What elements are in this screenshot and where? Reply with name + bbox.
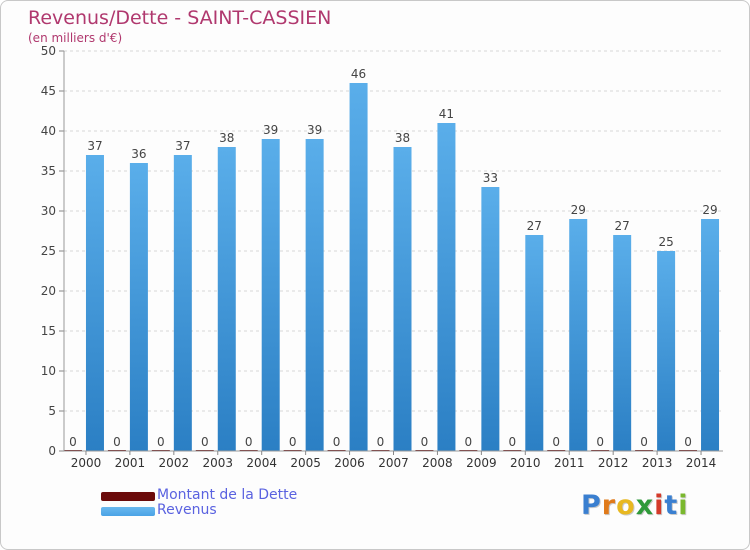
revenus-bar (173, 155, 192, 451)
logo-letter: x (635, 490, 655, 521)
revenus-value-label: 29 (702, 203, 717, 217)
revenus-bar (349, 83, 368, 451)
revenus-bar (657, 251, 676, 451)
legend-swatch-revenus (101, 507, 155, 516)
y-tick-label: 20 (41, 284, 56, 298)
dette-value-label: 0 (552, 435, 560, 449)
dette-value-label: 0 (596, 435, 604, 449)
y-tick-label: 15 (41, 324, 56, 338)
dette-value-label: 0 (333, 435, 341, 449)
revenus-bar (701, 219, 720, 451)
logo-letter: t (664, 490, 679, 521)
revenus-bar (613, 235, 632, 451)
logo-letter: P (581, 490, 602, 521)
y-tick-label: 50 (41, 44, 56, 58)
x-tick-label: 2004 (246, 456, 277, 470)
x-tick-label: 2014 (686, 456, 717, 470)
revenus-value-label: 33 (483, 171, 498, 185)
revenus-bar (481, 187, 500, 451)
revenus-bar (437, 123, 456, 451)
revenus-value-label: 37 (87, 139, 102, 153)
x-tick-label: 2008 (422, 456, 453, 470)
revenus-value-label: 36 (131, 147, 146, 161)
y-tick-label: 40 (41, 124, 56, 138)
dette-value-label: 0 (684, 435, 692, 449)
revenus-value-label: 29 (571, 203, 586, 217)
x-tick-label: 2007 (378, 456, 409, 470)
x-tick-label: 2010 (510, 456, 541, 470)
dette-value-label: 0 (69, 435, 77, 449)
x-tick-label: 2002 (159, 456, 190, 470)
y-tick-label: 10 (41, 364, 56, 378)
revenus-bar (261, 139, 280, 451)
dette-value-label: 0 (508, 435, 516, 449)
revenus-bar (217, 147, 236, 451)
revenus-value-label: 38 (219, 131, 234, 145)
y-tick-label: 25 (41, 244, 56, 258)
chart-subtitle: (en milliers d'€) (28, 31, 123, 45)
dette-value-label: 0 (245, 435, 253, 449)
dette-value-label: 0 (157, 435, 165, 449)
proxiti-logo: Proxiti (581, 490, 689, 521)
chart-title: Revenus/Dette - SAINT-CASSIEN (28, 7, 332, 29)
axes: 0 5 10 15 20 25 30 35 40 45 50 2000 2001 2002 2003 2004… (41, 44, 723, 470)
revenus-bar (129, 163, 148, 451)
x-tick-label: 2009 (466, 456, 497, 470)
revenus-bar (85, 155, 104, 451)
x-tick-label: 2011 (554, 456, 585, 470)
y-tick-label: 5 (48, 404, 56, 418)
bars: 0 37 0 36 0 37 0 38 0 39 0 39 0 46 0 38 0 41 0 33 0 27 0 29 0 27 0… (63, 67, 720, 451)
revenus-value-label: 37 (175, 139, 190, 153)
logo-letter: i (678, 490, 689, 521)
revenus-bar (305, 139, 324, 451)
x-tick-label: 2000 (71, 456, 102, 470)
revenus-value-label: 27 (527, 219, 542, 233)
x-tick-label: 2003 (202, 456, 233, 470)
revenus-bar (393, 147, 412, 451)
x-tick-label: 2005 (290, 456, 321, 470)
x-tick-label: 2012 (598, 456, 629, 470)
legend-label-dette: Montant de la Dette (157, 487, 298, 503)
logo-letter: r (601, 490, 617, 521)
dette-value-label: 0 (640, 435, 648, 449)
legend-swatch-dette (101, 492, 155, 501)
x-tick-label: 2006 (334, 456, 365, 470)
revenus-bar (569, 219, 588, 451)
x-tick-label: 2013 (642, 456, 673, 470)
revenus-value-label: 27 (615, 219, 630, 233)
revenus-value-label: 38 (395, 131, 410, 145)
dette-value-label: 0 (113, 435, 121, 449)
dette-value-label: 0 (421, 435, 429, 449)
y-tick-label: 0 (48, 444, 56, 458)
revenus-value-label: 41 (439, 107, 454, 121)
dette-value-label: 0 (201, 435, 209, 449)
logo-letter: i (654, 490, 665, 521)
y-tick-label: 45 (41, 84, 56, 98)
logo-letter: o (616, 490, 636, 521)
revenus-value-label: 25 (658, 235, 673, 249)
x-tick-label: 2001 (115, 456, 146, 470)
revenus-value-label: 46 (351, 67, 366, 81)
y-tick-label: 35 (41, 164, 56, 178)
revenus-bar (525, 235, 544, 451)
revenus-value-label: 39 (307, 123, 322, 137)
dette-value-label: 0 (465, 435, 473, 449)
y-tick-label: 30 (41, 204, 56, 218)
dette-value-label: 0 (289, 435, 297, 449)
dette-value-label: 0 (377, 435, 385, 449)
revenus-value-label: 39 (263, 123, 278, 137)
legend-label-revenus: Revenus (157, 502, 217, 518)
